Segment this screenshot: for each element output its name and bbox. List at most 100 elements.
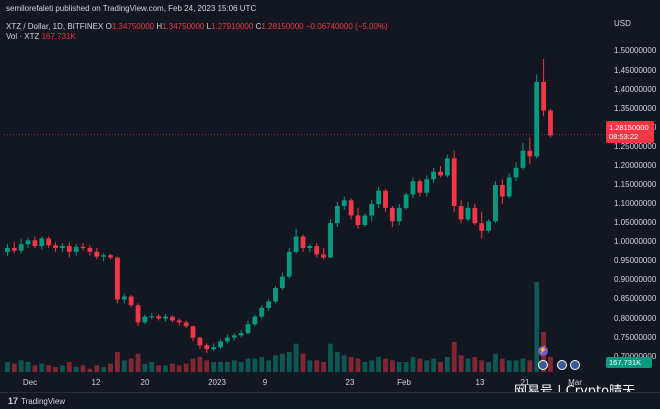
volume-bar [341, 355, 347, 372]
volume-bar [403, 362, 409, 372]
candle-body [341, 200, 347, 206]
volume-label[interactable]: Vol · XTZ [6, 32, 40, 41]
price-tick-label: 1.25000000 [614, 141, 657, 151]
candle [142, 314, 148, 325]
time-tick-label: 20 [140, 378, 150, 387]
candle [362, 213, 368, 227]
candle [328, 219, 333, 259]
volume-bar [163, 365, 168, 372]
candle [458, 200, 464, 224]
candle-body [527, 150, 533, 157]
candle-body [266, 301, 272, 308]
footer-bar: 17 TradingView [0, 392, 660, 409]
candle [66, 242, 72, 258]
candle [383, 188, 388, 212]
volume-bar [39, 363, 45, 372]
candle [493, 181, 498, 224]
candle [513, 162, 519, 182]
time-tick-label: 9 [262, 378, 268, 387]
volume-bar [334, 352, 340, 372]
tradingview-logo[interactable]: 17 TradingView [8, 396, 65, 406]
candle [135, 303, 141, 327]
price-tick-label: 1.10000000 [614, 199, 657, 209]
candle [204, 343, 210, 353]
candle-body [520, 150, 526, 168]
volume-bar [5, 362, 10, 372]
candle-body [534, 81, 540, 157]
us-flag-event-icon-2[interactable] [557, 360, 567, 370]
candle-body [60, 246, 65, 248]
volume-bar [204, 360, 210, 372]
lightning-event-icon[interactable]: ⚡ [538, 346, 548, 356]
volume-bar [60, 365, 65, 372]
volume-bar [499, 358, 505, 372]
candle [396, 204, 402, 226]
open-value: 1.34750000 [111, 22, 155, 31]
candle-body [431, 171, 437, 180]
candle [438, 165, 443, 178]
candle-body [493, 185, 498, 222]
candle-body [176, 320, 182, 323]
candle-body [245, 324, 251, 334]
symbol-name[interactable]: XTZ / Dollar, 1D, BITFINEX [6, 22, 104, 31]
candle-body [128, 296, 134, 306]
candle [11, 242, 17, 253]
candle [479, 211, 485, 239]
candle [238, 330, 244, 338]
candle-body [259, 307, 265, 317]
candle [341, 196, 347, 210]
candle-body [149, 316, 155, 318]
candle [499, 179, 505, 205]
candle-body [548, 110, 553, 136]
close-value: 1.28150000 [261, 22, 304, 31]
volume-bar [362, 362, 368, 372]
price-tick-label: 0.75000000 [614, 332, 657, 342]
us-flag-event-icon-3[interactable] [570, 360, 580, 370]
candle-body [218, 341, 223, 348]
candle [163, 313, 168, 322]
price-tick-label: 1.50000000 [614, 46, 657, 56]
candle-body [121, 296, 127, 300]
volume-bar [11, 363, 17, 372]
candle-body [190, 326, 196, 338]
volume-bar [520, 358, 526, 372]
candle [224, 334, 230, 344]
volume-bar [135, 353, 141, 372]
candle-body [53, 245, 58, 248]
candle [60, 243, 65, 252]
price-tick-label: 0.90000000 [614, 275, 657, 285]
volume-bar [486, 362, 491, 372]
time-tick-label: Feb [397, 378, 411, 387]
volume-bar [231, 360, 237, 372]
candle-body [389, 207, 395, 222]
candle [231, 333, 237, 341]
volume-bar [245, 358, 251, 372]
volume-bar [32, 365, 38, 372]
volume-bar [252, 358, 258, 372]
volume-bar [369, 360, 375, 372]
volume-bar [348, 357, 354, 372]
volume-bar [197, 357, 203, 372]
candle [176, 318, 182, 326]
tv-logo-icon: 17 [8, 396, 19, 406]
candle [87, 245, 93, 256]
price-tick-label: 0.95000000 [614, 256, 657, 266]
candle [417, 179, 423, 197]
volume-bar [513, 360, 519, 372]
candle [259, 305, 265, 319]
volume-bar [66, 362, 72, 372]
candle [376, 186, 382, 208]
symbol-legend: XTZ / Dollar, 1D, BITFINEX O1.34750000 H… [6, 22, 388, 31]
candle [197, 336, 203, 350]
volume-bar [121, 360, 127, 372]
candle [293, 228, 299, 254]
candle [348, 198, 354, 220]
volume-bar [300, 353, 306, 372]
candle-body [513, 167, 519, 178]
candle-body [18, 244, 24, 251]
candle [520, 143, 526, 170]
us-flag-event-icon[interactable] [538, 360, 548, 370]
candle-body [362, 215, 368, 226]
current-price-tag: 1.28150000 08:53:22 [606, 121, 654, 143]
